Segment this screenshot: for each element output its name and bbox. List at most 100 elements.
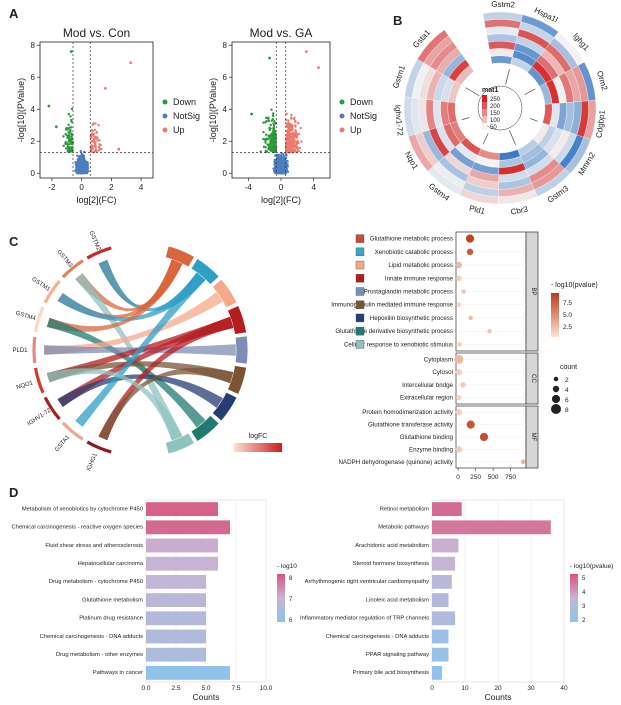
- category-label: Chemical carcinogenesis - DNA adducts: [326, 634, 430, 640]
- volcano-volcano_mod_con: Mod vs. Con -2 0 2 4 0 2 4 6 8 log[2](FC) -log[10](…: [16, 26, 200, 205]
- point-down: [71, 140, 74, 144]
- point-up: [129, 61, 133, 65]
- point-up: [288, 143, 291, 147]
- point-notsig: [282, 153, 285, 156]
- point-notsig: [76, 164, 79, 167]
- point-down: [270, 108, 273, 111]
- x-tick-label: 0: [79, 183, 84, 192]
- point-notsig: [283, 156, 286, 159]
- term-swatch: [355, 247, 365, 257]
- point-down: [272, 140, 276, 144]
- gene-arc-fill: [33, 366, 46, 395]
- point-down: [265, 150, 269, 153]
- legend-swatch: [482, 102, 487, 109]
- point-notsig: [277, 171, 280, 175]
- point-up: [117, 147, 121, 151]
- points: [250, 50, 320, 175]
- point-down: [265, 116, 268, 120]
- term-swatch: [355, 234, 365, 243]
- point-up: [288, 125, 292, 128]
- point-down: [250, 112, 254, 116]
- x-tick-label: 0: [430, 685, 434, 692]
- term-swatch: [355, 340, 365, 349]
- gene-arc-fill: [42, 395, 62, 422]
- gene-label: Gstm2: [491, 0, 515, 9]
- point-up: [291, 131, 295, 135]
- term-label: Innate immune response: [385, 275, 454, 282]
- legend-tick: 150: [490, 111, 501, 117]
- legend-label: NotSig: [173, 111, 200, 121]
- point-down: [69, 50, 73, 53]
- facet-strip: [525, 352, 539, 405]
- point-down: [64, 141, 67, 144]
- size-legend-tick: 2: [565, 377, 569, 384]
- dendrogram-branch: [461, 117, 470, 121]
- y-tick-label: 4: [223, 105, 228, 114]
- y-tick-label: 8: [223, 41, 228, 50]
- point-down: [272, 122, 275, 125]
- point-up: [287, 133, 291, 137]
- gene-arc-fill: [42, 278, 62, 305]
- point-up: [289, 116, 293, 119]
- point-down: [264, 139, 267, 142]
- term-swatch: [355, 300, 365, 309]
- point-down: [274, 145, 277, 149]
- term-dot: [457, 342, 462, 347]
- point-up: [297, 133, 301, 136]
- point-up: [304, 50, 308, 53]
- category-label: Retinol metabolism: [380, 506, 429, 512]
- point-down: [262, 137, 265, 141]
- term-swatch: [355, 274, 365, 283]
- category-label: Metabolic pathways: [378, 525, 429, 531]
- point-notsig: [83, 159, 87, 163]
- point-up: [286, 132, 289, 135]
- gene-arc-fill: [60, 258, 85, 280]
- bar: [146, 629, 206, 644]
- term-dot: [456, 275, 462, 282]
- point-down: [54, 125, 58, 129]
- term-dot: [460, 382, 466, 388]
- point-notsig: [75, 167, 78, 171]
- term-label: Cytosol: [432, 369, 453, 376]
- point-down: [65, 147, 68, 150]
- y-axis-label: -log[10](PValue): [208, 78, 218, 142]
- category-label: Chemical carcinogenesis - reactive oxyge…: [12, 525, 144, 531]
- plot-title: Mod vs. Con: [63, 26, 130, 40]
- legend-tick: 6: [289, 618, 293, 624]
- bar: [432, 629, 449, 644]
- x-tick-label: 20: [494, 685, 502, 692]
- point-up: [297, 149, 301, 153]
- point-down: [264, 146, 267, 149]
- term-arc: [190, 257, 220, 286]
- point-notsig: [278, 157, 282, 161]
- gene-arc-fill: [85, 439, 113, 455]
- term-dot: [455, 368, 462, 376]
- point-down: [274, 121, 278, 125]
- bar: [146, 647, 206, 662]
- point-down: [267, 117, 270, 120]
- point-down: [271, 148, 275, 152]
- x-tick-label: 40: [560, 685, 568, 692]
- chord-ribbon: [46, 317, 206, 428]
- point-notsig: [275, 167, 279, 171]
- point-notsig: [79, 150, 83, 153]
- facet-frame: [455, 352, 527, 405]
- category-label: Pathways in cancer: [93, 670, 143, 676]
- x-tick-label: 4: [311, 183, 316, 192]
- term-label: Glutathione metabolic process: [370, 236, 453, 243]
- point-up: [285, 129, 288, 133]
- point-down: [271, 145, 274, 148]
- term-dot: [465, 234, 475, 243]
- legend-dot: [339, 113, 345, 119]
- gene-label: Gstm1: [391, 64, 407, 90]
- term-arc: [226, 364, 248, 396]
- circular-heatmap: Gstm2Hspa1lIghg1Orm2Cdgbp1Mmrn2Gstm3Cbr3…: [391, 0, 609, 217]
- y-tick-label: 0: [223, 169, 228, 178]
- chord-ribbon: [57, 272, 206, 322]
- size-legend-tick: 8: [565, 407, 569, 414]
- term-swatch: [355, 287, 365, 296]
- x-tick-label: 500: [488, 474, 499, 481]
- facet-label: BP: [530, 287, 536, 295]
- term-label: Xenobiotic catabolic process: [375, 249, 453, 256]
